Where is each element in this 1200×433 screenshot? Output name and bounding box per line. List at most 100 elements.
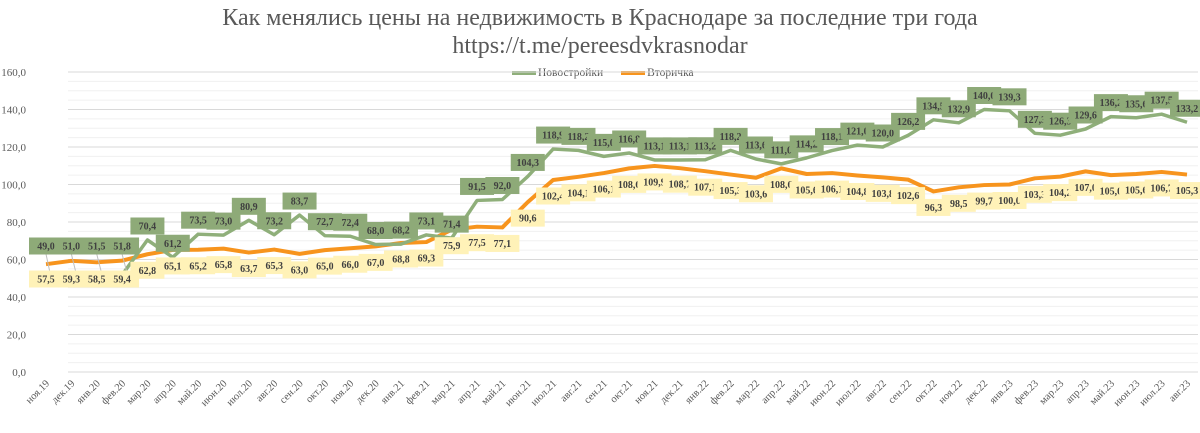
series-lines	[45, 107, 1188, 276]
x-tick-label: дек.19	[50, 378, 78, 406]
label-novostroyki: 72,4	[342, 218, 360, 229]
x-tick-label: янв.23	[988, 378, 1016, 406]
label-vtorichka-box	[1170, 182, 1200, 200]
label-vtorichka: 77,5	[468, 238, 486, 249]
label-novostroyki: 139,3	[998, 92, 1021, 103]
label-novostroyki: 136,2	[1100, 98, 1123, 109]
y-tick-label: 60,0	[7, 255, 27, 267]
label-novostroyki-box	[434, 215, 469, 233]
label-novostroyki: 73,5	[189, 216, 207, 227]
x-tick-label: июн.20	[199, 378, 230, 409]
label-vtorichka: 108,6	[770, 180, 793, 191]
label-novostroyki: 126,2	[897, 117, 920, 128]
label-novostroyki: 116,8	[618, 135, 640, 146]
label-novostroyki: 121,0	[846, 127, 869, 138]
label-vtorichka-box	[510, 209, 545, 227]
label-novostroyki-box	[257, 212, 292, 230]
data-labels: 49,0 51,0 51,5 51,8 70,4 61,2 73,5 73,0 80,9 73,2…	[29, 87, 1200, 288]
x-tick-label: дек.21	[658, 378, 686, 406]
series-line-novostroyki	[120, 107, 1188, 276]
label-vtorichka: 66,0	[342, 260, 360, 271]
x-tick-label: авг.22	[863, 378, 889, 404]
y-tick-label: 0,0	[12, 367, 26, 379]
label-vtorichka: 63,7	[240, 264, 258, 275]
label-vtorichka: 105,3	[1176, 186, 1199, 197]
label-novostroyki-box	[941, 100, 976, 118]
y-axis: 0,0 20,0 40,0 60,0 80,0 100,0 120,0 140,0 160,0	[1, 67, 26, 379]
x-tick-label: авг.20	[254, 378, 280, 404]
label-novostroyki-box	[105, 237, 140, 255]
x-tick-label: фев.21	[404, 378, 433, 407]
x-tick-label: фев.22	[708, 378, 737, 407]
y-tick-label: 20,0	[7, 330, 27, 342]
label-vtorichka: 106,1	[821, 185, 844, 196]
x-tick-label: янв.22	[683, 378, 711, 406]
label-novostroyki: 73,0	[215, 217, 233, 228]
label-vtorichka: 57,5	[37, 275, 55, 286]
label-vtorichka-box	[485, 234, 520, 252]
label-novostroyki: 118,9	[542, 131, 564, 142]
label-novostroyki: 104,3	[517, 158, 540, 169]
label-novostroyki-box	[130, 217, 165, 235]
label-vtorichka: 106,1	[593, 185, 616, 196]
label-vtorichka: 65,8	[215, 260, 233, 271]
x-tick-label: ноя.22	[937, 378, 965, 406]
x-tick-label: июн.22	[808, 378, 839, 409]
label-novostroyki: 127,3	[1024, 115, 1047, 126]
label-novostroyki: 134,5	[922, 101, 945, 112]
label-vtorichka: 103,8	[871, 189, 894, 200]
x-tick-label: фев.20	[100, 378, 129, 407]
label-novostroyki-box	[155, 234, 190, 252]
label-vtorichka: 65,2	[189, 261, 207, 272]
label-novostroyki: 133,2	[1176, 104, 1199, 115]
label-vtorichka: 90,6	[519, 214, 537, 225]
label-novostroyki: 113,6	[745, 141, 767, 152]
label-novostroyki: 140,0	[973, 91, 996, 102]
label-vtorichka: 105,0	[1100, 187, 1123, 198]
x-tick-label: янв.21	[379, 378, 407, 406]
label-vtorichka: 62,8	[139, 266, 157, 277]
label-novostroyki: 126,3	[1049, 117, 1072, 128]
label-vtorichka: 65,1	[164, 261, 182, 272]
label-novostroyki: 132,9	[948, 104, 971, 115]
label-novostroyki-box	[891, 112, 926, 130]
x-tick-label: фев.23	[1012, 378, 1041, 407]
label-novostroyki: 113,1	[669, 141, 691, 152]
label-vtorichka: 103,6	[745, 189, 768, 200]
label-novostroyki: 114,2	[796, 139, 818, 150]
x-tick-label: апр.23	[1064, 378, 1092, 406]
y-tick-label: 160,0	[1, 67, 26, 79]
label-vtorichka: 105,6	[795, 186, 818, 197]
label-vtorichka: 105,3	[719, 186, 742, 197]
x-tick-label: апр.20	[151, 378, 179, 406]
label-vtorichka: 69,3	[418, 254, 436, 265]
y-tick-label: 120,0	[1, 142, 26, 154]
chart-subtitle-link[interactable]: https://t.me/pereesdvkrasnodar	[452, 33, 748, 59]
x-tick-label: июл.20	[225, 378, 255, 408]
label-novostroyki: 72,7	[316, 217, 334, 228]
label-novostroyki: 113,2	[694, 141, 716, 152]
label-vtorichka: 98,5	[950, 199, 968, 210]
label-vtorichka: 107,0	[1074, 183, 1097, 194]
x-tick-label: июн.21	[503, 378, 534, 409]
label-vtorichka: 108,7	[669, 180, 692, 191]
label-vtorichka: 107,1	[694, 183, 717, 194]
label-vtorichka: 96,3	[925, 203, 943, 214]
x-tick-label: окт.21	[608, 378, 635, 405]
label-novostroyki: 73,2	[265, 216, 283, 227]
y-tick-label: 80,0	[7, 217, 27, 229]
label-vtorichka: 77,1	[494, 239, 512, 250]
legend-item-novostroyki: Новостройки	[512, 67, 603, 79]
x-tick-label: апр.21	[455, 378, 483, 406]
y-tick-label: 100,0	[1, 180, 26, 192]
legend-swatch-green	[512, 71, 536, 75]
x-tick-label: июн.23	[1112, 378, 1143, 409]
series-line-vtorichka	[45, 163, 1188, 267]
label-novostroyki: 92,0	[494, 181, 512, 192]
x-tick-label: июл.22	[833, 378, 863, 408]
legend-label: Новостройки	[538, 67, 604, 79]
x-tick-label: мар.23	[1038, 378, 1067, 407]
label-novostroyki: 68,2	[392, 226, 410, 237]
x-tick-label: авг.23	[1167, 378, 1193, 404]
